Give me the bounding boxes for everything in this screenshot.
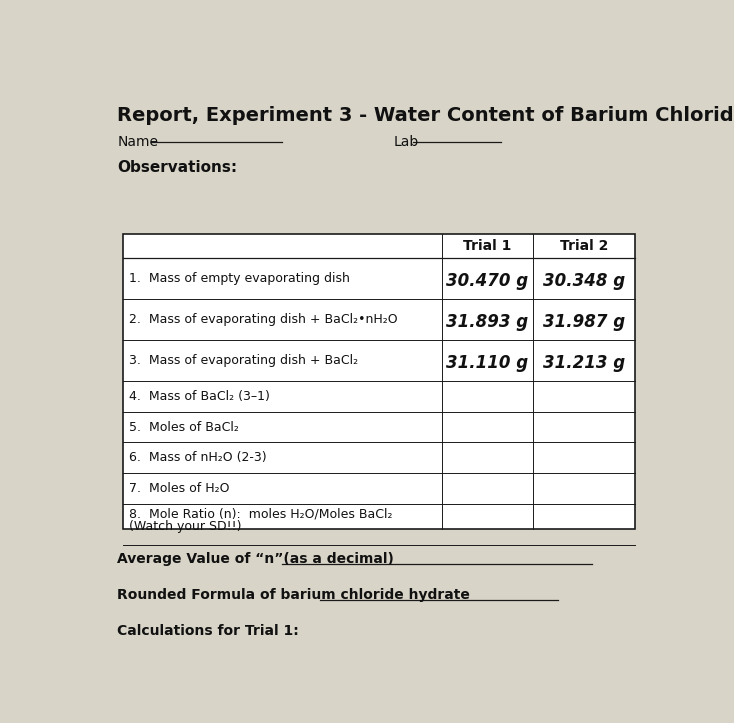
Text: 1.  Mass of empty evaporating dish: 1. Mass of empty evaporating dish: [128, 272, 349, 285]
Text: Observations:: Observations:: [117, 161, 238, 175]
Text: 7.  Moles of H₂O: 7. Moles of H₂O: [128, 482, 229, 495]
Text: Name: Name: [117, 135, 159, 149]
Text: Report, Experiment 3 - Water Content of Barium Chloride: Report, Experiment 3 - Water Content of …: [117, 106, 734, 125]
Text: 31.987 g: 31.987 g: [542, 313, 625, 331]
Text: 31.893 g: 31.893 g: [446, 313, 528, 331]
Text: 6.  Mass of nH₂O (2-3): 6. Mass of nH₂O (2-3): [128, 451, 266, 464]
Text: 8.  Mole Ratio (n):  moles H₂O/Moles BaCl₂: 8. Mole Ratio (n): moles H₂O/Moles BaCl₂: [128, 508, 392, 521]
Text: Average Value of “n”(as a decimal): Average Value of “n”(as a decimal): [117, 552, 394, 565]
Text: 5.  Moles of BaCl₂: 5. Moles of BaCl₂: [128, 421, 239, 434]
Text: 30.470 g: 30.470 g: [446, 272, 528, 290]
Text: 3.  Mass of evaporating dish + BaCl₂: 3. Mass of evaporating dish + BaCl₂: [128, 354, 358, 367]
Text: Trial 1: Trial 1: [463, 239, 512, 253]
Text: 2.  Mass of evaporating dish + BaCl₂•nH₂O: 2. Mass of evaporating dish + BaCl₂•nH₂O: [128, 313, 397, 326]
Text: 4.  Mass of BaCl₂ (3–1): 4. Mass of BaCl₂ (3–1): [128, 390, 269, 403]
Text: Lab: Lab: [393, 135, 418, 149]
Text: Rounded Formula of barium chloride hydrate: Rounded Formula of barium chloride hydra…: [117, 588, 470, 602]
Text: 31.110 g: 31.110 g: [446, 354, 528, 372]
Text: (Watch your SD!!): (Watch your SD!!): [128, 520, 241, 533]
Text: Trial 2: Trial 2: [559, 239, 608, 253]
Bar: [123, 234, 635, 529]
Text: Calculations for Trial 1:: Calculations for Trial 1:: [117, 624, 299, 638]
Text: 31.213 g: 31.213 g: [542, 354, 625, 372]
Text: 30.348 g: 30.348 g: [542, 272, 625, 290]
